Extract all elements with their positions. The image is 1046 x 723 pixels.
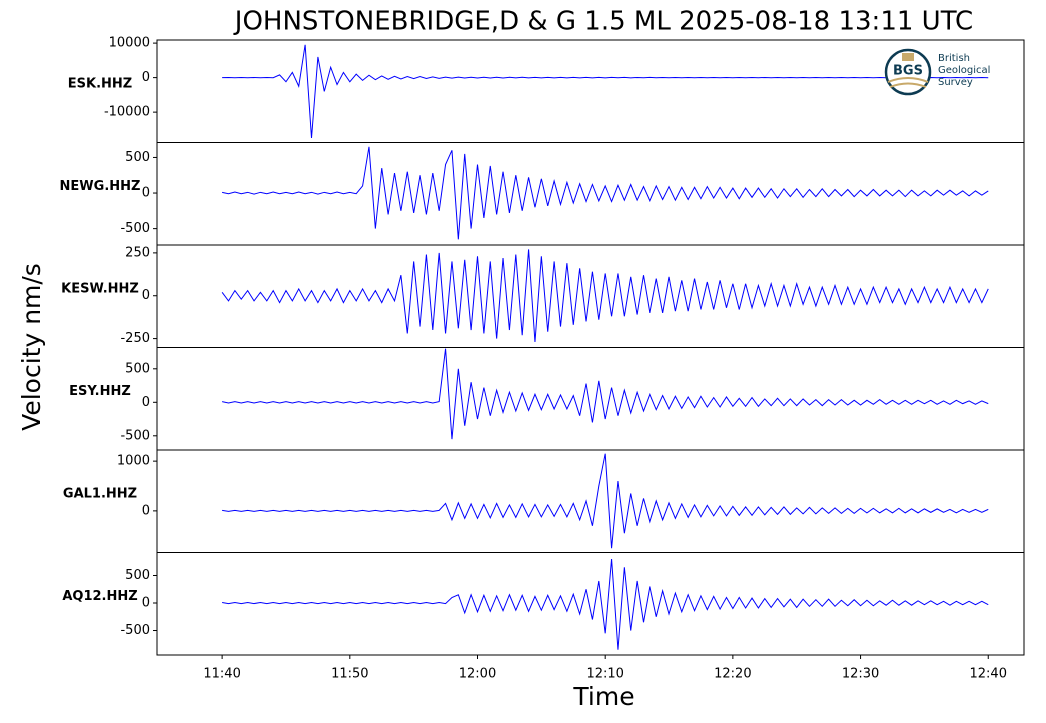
logo-text: Survey (938, 77, 973, 88)
y-axis-label: Velocity nm/s (17, 263, 46, 431)
y-tick-label: 10000 (109, 36, 150, 51)
y-tick-label: 500 (125, 150, 150, 165)
waveform (222, 146, 989, 240)
chart-title: JOHNSTONEBRIDGE,D & G 1.5 ML 2025-08-18 … (233, 7, 973, 37)
y-tick-label: 0 (142, 596, 150, 611)
y-tick-label: 0 (142, 70, 150, 85)
y-tick-label: -250 (120, 331, 150, 346)
x-tick-label: 11:50 (331, 667, 368, 682)
waveform (222, 558, 989, 650)
station-label: GAL1.HHZ (63, 487, 137, 502)
waveform (222, 453, 989, 549)
panel-frame (156, 552, 1025, 656)
x-tick-label: 12:30 (842, 667, 879, 682)
station-label: ESK.HHZ (68, 77, 132, 92)
y-tick-label: 500 (125, 361, 150, 376)
y-tick-label: 500 (125, 568, 150, 583)
y-tick-label: 0 (142, 395, 150, 410)
logo-text: Geological (938, 65, 990, 76)
waveform (222, 44, 989, 139)
y-tick-label: 1000 (117, 454, 150, 469)
x-tick-label: 12:00 (459, 667, 496, 682)
waveform (221, 249, 989, 343)
y-tick-label: 0 (142, 503, 150, 518)
x-tick-label: 11:40 (203, 667, 240, 682)
logo: BGS British Geological Survey (884, 48, 990, 96)
y-tick-label: 250 (125, 245, 150, 260)
station-label: AQ12.HHZ (62, 589, 137, 604)
station-label: ESY.HHZ (69, 384, 131, 399)
logo-text: British (938, 53, 970, 64)
panel-frame (156, 244, 1025, 348)
x-tick-label: 12:10 (586, 667, 623, 682)
y-tick-label: -500 (120, 428, 150, 443)
waveform (222, 348, 989, 440)
x-axis-label: Time (572, 682, 634, 711)
y-tick-label: -500 (120, 623, 150, 638)
panel-frame (156, 347, 1025, 451)
y-tick-label: -500 (120, 221, 150, 236)
y-tick-label: 0 (142, 288, 150, 303)
panel-frame (156, 449, 1025, 553)
station-label: NEWG.HHZ (60, 179, 141, 194)
y-tick-label: -10000 (104, 105, 150, 120)
station-label: KESW.HHZ (61, 282, 139, 297)
x-tick-label: 12:40 (970, 667, 1007, 682)
logo-abbr: BGS (893, 64, 923, 79)
panel-frame (156, 142, 1025, 246)
x-tick-label: 12:20 (714, 667, 751, 682)
y-tick-label: 0 (142, 186, 150, 201)
